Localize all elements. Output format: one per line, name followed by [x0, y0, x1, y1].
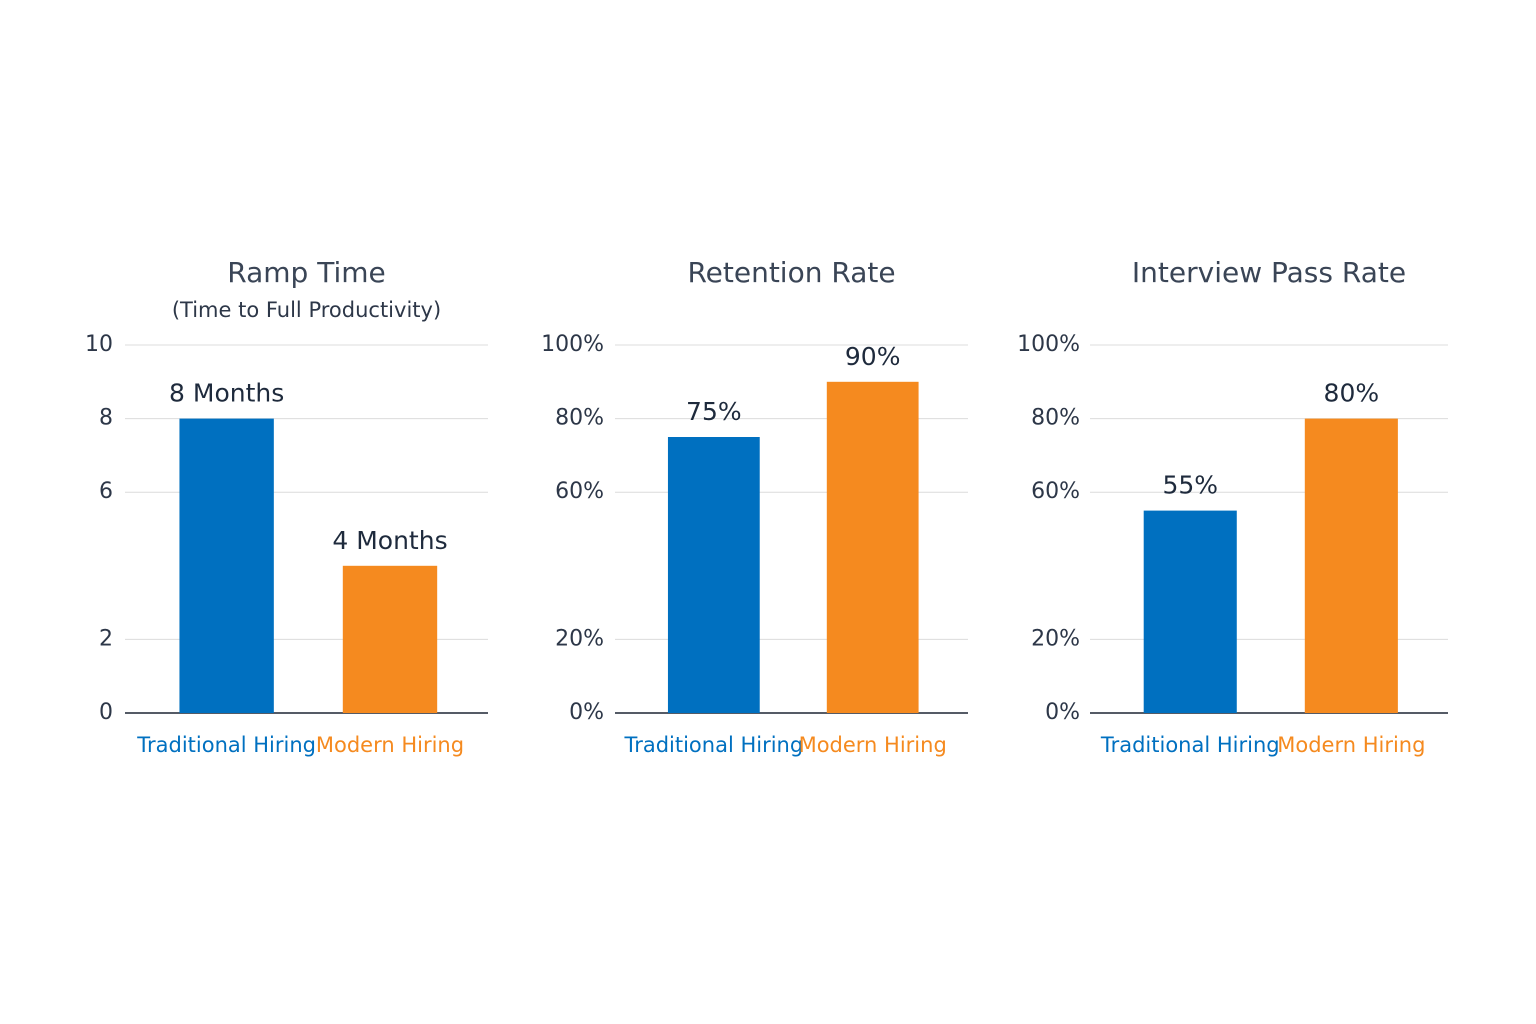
y-tick-label: 8: [99, 406, 113, 431]
y-tick-label: 6: [99, 479, 113, 504]
y-tick-label: 80%: [1031, 406, 1080, 431]
chart-title: Interview Pass Rate: [1132, 256, 1406, 289]
value-label: 80%: [1324, 379, 1380, 408]
bar: [1143, 510, 1237, 713]
y-tick-label: 0%: [1045, 700, 1080, 725]
y-tick-label: 10: [85, 332, 113, 357]
chart-title: Ramp Time: [227, 256, 385, 289]
value-label: 75%: [686, 397, 742, 426]
value-label: 4 Months: [332, 526, 447, 555]
value-label: 55%: [1162, 471, 1218, 500]
chart-title: Retention Rate: [687, 256, 895, 289]
bar: [179, 418, 274, 713]
bar: [1304, 418, 1398, 713]
y-tick-label: 0: [99, 700, 113, 725]
y-tick-label: 60%: [555, 479, 604, 504]
x-tick-label: Traditional Hiring: [136, 733, 316, 757]
y-tick-label: 2: [99, 626, 113, 651]
x-tick-label: Modern Hiring: [799, 733, 947, 757]
y-tick-label: 20%: [1031, 626, 1080, 651]
y-tick-label: 0%: [569, 700, 604, 725]
x-tick-label: Modern Hiring: [1277, 733, 1425, 757]
chart-subtitle: (Time to Full Productivity): [172, 298, 441, 322]
y-tick-label: 100%: [1017, 332, 1080, 357]
y-tick-label: 60%: [1031, 479, 1080, 504]
bar: [826, 381, 919, 713]
x-tick-label: Traditional Hiring: [623, 733, 803, 757]
y-tick-label: 20%: [555, 626, 604, 651]
value-label: 90%: [845, 342, 901, 371]
value-label: 8 Months: [169, 379, 284, 408]
y-tick-label: 80%: [555, 406, 604, 431]
y-tick-label: 100%: [541, 332, 604, 357]
x-tick-label: Traditional Hiring: [1100, 733, 1280, 757]
x-tick-label: Modern Hiring: [316, 733, 464, 757]
bar: [667, 437, 760, 713]
bar: [342, 565, 438, 713]
